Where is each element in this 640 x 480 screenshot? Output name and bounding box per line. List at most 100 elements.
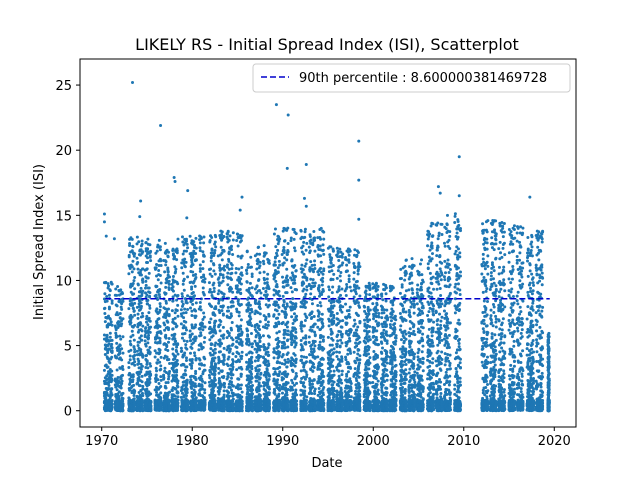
data-point — [164, 263, 168, 267]
data-point — [235, 284, 239, 288]
data-point — [251, 388, 255, 392]
data-point — [231, 408, 235, 412]
data-point — [234, 267, 238, 271]
data-point — [199, 308, 203, 312]
data-point — [140, 294, 144, 298]
data-point — [213, 351, 217, 355]
data-point — [149, 249, 153, 253]
data-point — [129, 318, 133, 322]
data-point — [227, 382, 231, 386]
data-point — [261, 334, 265, 338]
data-point — [198, 269, 202, 273]
data-point — [148, 304, 152, 308]
data-point — [117, 395, 121, 399]
data-point — [145, 314, 149, 318]
data-point — [108, 317, 112, 321]
data-point — [193, 284, 197, 288]
data-point — [173, 316, 177, 320]
data-point — [203, 280, 207, 284]
data-point — [210, 274, 214, 278]
data-point — [278, 388, 282, 392]
data-point — [222, 333, 226, 337]
data-point — [168, 390, 172, 394]
data-point — [176, 401, 180, 405]
data-point — [183, 368, 187, 372]
data-point — [265, 368, 269, 372]
data-point — [179, 395, 183, 399]
data-point — [158, 351, 162, 355]
data-point — [193, 243, 196, 247]
data-point — [183, 351, 187, 355]
data-point — [236, 297, 240, 301]
data-point — [197, 348, 201, 352]
data-point — [217, 390, 221, 394]
data-point — [226, 283, 230, 287]
data-point — [135, 242, 139, 246]
data-point — [102, 333, 106, 337]
data-point — [262, 262, 266, 266]
data-point — [208, 287, 212, 291]
data-point — [171, 299, 175, 303]
data-point — [157, 264, 161, 268]
data-point — [255, 284, 259, 288]
data-point — [198, 263, 202, 267]
data-point — [118, 352, 122, 356]
data-point — [266, 272, 270, 276]
data-point — [147, 333, 151, 337]
data-point — [258, 376, 262, 380]
data-point — [213, 372, 217, 376]
data-point — [235, 346, 239, 350]
data-point — [210, 362, 214, 366]
chart-title: LIKELY RS - Initial Spread Index (ISI), … — [135, 35, 519, 54]
data-point — [188, 339, 192, 343]
data-point — [110, 402, 114, 406]
data-point — [281, 321, 285, 325]
data-point — [240, 390, 244, 394]
data-point — [185, 382, 189, 386]
data-point — [136, 267, 140, 271]
data-point — [176, 282, 180, 286]
data-point — [266, 350, 270, 354]
data-point — [110, 342, 114, 346]
data-point — [137, 240, 141, 244]
data-point — [121, 373, 125, 377]
data-point — [132, 383, 136, 387]
data-point — [194, 272, 198, 276]
data-point — [214, 408, 218, 412]
data-point — [154, 251, 158, 255]
data-point — [259, 384, 263, 388]
data-point — [194, 309, 198, 313]
data-point — [143, 339, 147, 343]
data-point — [185, 301, 189, 305]
data-point — [130, 315, 134, 319]
data-point — [257, 368, 261, 372]
data-point — [116, 313, 120, 317]
data-point — [203, 381, 207, 385]
data-point — [145, 359, 149, 363]
data-point — [174, 267, 178, 271]
data-point — [218, 272, 222, 276]
data-point — [154, 376, 158, 379]
data-point — [209, 267, 213, 271]
data-point — [147, 316, 151, 320]
data-point — [141, 250, 145, 254]
data-point — [276, 248, 280, 252]
data-point — [107, 384, 111, 388]
data-point — [176, 379, 180, 383]
data-point — [157, 293, 161, 297]
data-point — [267, 391, 271, 395]
data-point — [140, 374, 144, 378]
data-point — [140, 380, 144, 384]
data-point — [264, 290, 268, 294]
data-point — [173, 332, 177, 336]
data-point — [237, 352, 241, 356]
data-point — [272, 313, 276, 317]
data-point — [231, 238, 235, 242]
data-point — [105, 299, 109, 303]
data-point — [280, 391, 284, 395]
data-point — [148, 377, 152, 381]
data-point — [131, 306, 135, 310]
data-point — [221, 276, 225, 280]
data-point — [250, 351, 254, 355]
data-point — [133, 323, 137, 327]
